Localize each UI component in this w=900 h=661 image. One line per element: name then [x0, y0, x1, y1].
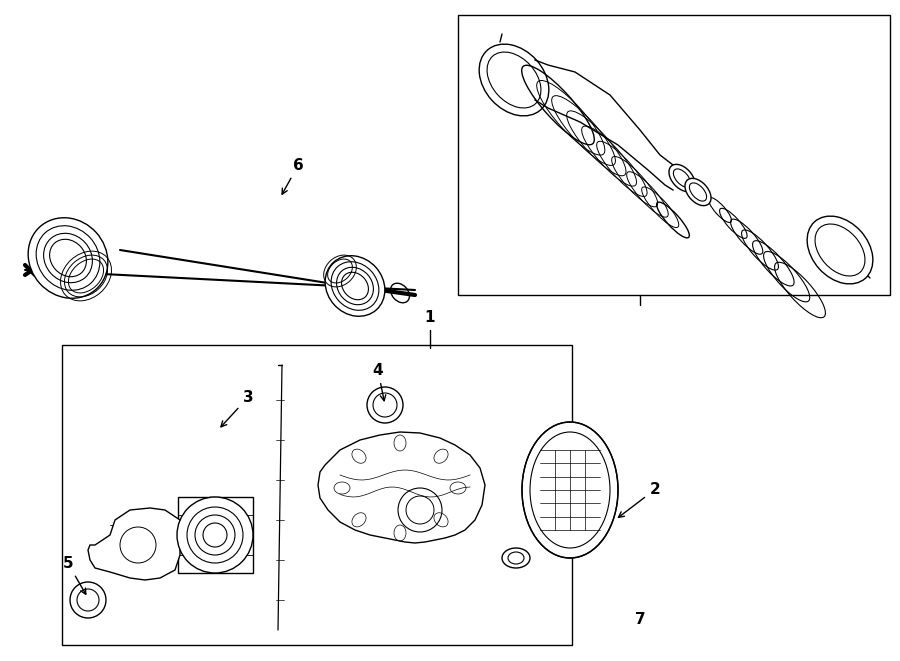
Ellipse shape [522, 422, 618, 558]
Text: 6: 6 [282, 158, 303, 194]
Text: 4: 4 [373, 363, 386, 401]
Ellipse shape [685, 178, 711, 206]
Bar [458, 15, 890, 295]
Text: 3: 3 [220, 390, 253, 427]
Ellipse shape [479, 44, 549, 116]
Polygon shape [318, 432, 485, 543]
Text: 5: 5 [63, 556, 86, 594]
Text: 2: 2 [618, 482, 661, 518]
Ellipse shape [28, 217, 108, 298]
Text: 1: 1 [425, 311, 436, 325]
Bar [178, 497, 253, 573]
Ellipse shape [325, 256, 385, 316]
Ellipse shape [177, 497, 253, 573]
Text: 7: 7 [634, 613, 645, 627]
Ellipse shape [70, 582, 106, 618]
Polygon shape [88, 508, 180, 580]
Bar [62, 345, 572, 645]
Ellipse shape [669, 165, 695, 192]
Ellipse shape [502, 548, 530, 568]
Ellipse shape [807, 216, 873, 284]
Ellipse shape [367, 387, 403, 423]
